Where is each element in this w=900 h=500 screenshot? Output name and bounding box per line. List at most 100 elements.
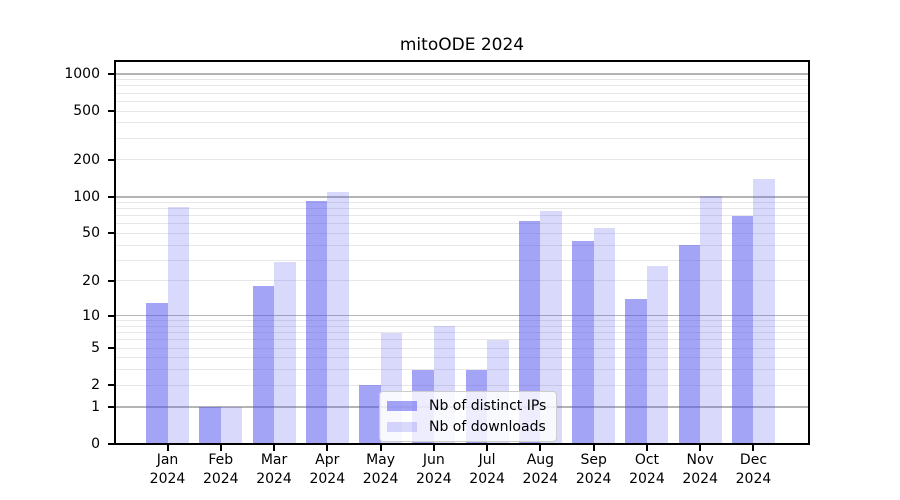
minor-gridline — [114, 137, 810, 139]
minor-gridline — [114, 280, 810, 282]
x-tick-mark — [699, 445, 702, 451]
top-spine — [114, 60, 810, 62]
x-tick-label-feb: Feb 2024 — [202, 452, 239, 487]
x-tick-label-oct: Oct 2024 — [629, 452, 665, 487]
y-tick-label: 100 — [73, 188, 100, 205]
x-tick-label-nov: Nov 2024 — [682, 452, 718, 487]
x-tick-mark — [539, 445, 542, 451]
bar-mar-downloads — [274, 261, 296, 443]
y-tick-mark — [108, 158, 114, 161]
bar-dec-downloads — [753, 178, 775, 443]
minor-gridline — [114, 259, 810, 261]
major-gridline — [114, 196, 810, 198]
x-tick-label-dec: Dec 2024 — [735, 452, 772, 487]
bar-nov-downloads — [700, 196, 722, 443]
y-tick-label: 1000 — [64, 65, 100, 82]
bar-mar-ips — [252, 286, 275, 443]
y-tick-mark — [108, 443, 114, 445]
y-tick-mark — [108, 384, 114, 387]
y-tick-label: 10 — [82, 307, 100, 324]
legend-label: Nb of downloads — [429, 419, 546, 435]
bar-jan-ips — [146, 302, 168, 443]
x-tick-label-may: May 2024 — [362, 452, 399, 487]
x-tick-label-jul: Jul 2024 — [469, 452, 505, 487]
minor-gridline — [114, 357, 810, 359]
bar-may-ips — [359, 385, 381, 443]
y-tick-mark — [108, 314, 114, 317]
y-tick-label: 1 — [91, 398, 100, 415]
minor-gridline — [114, 201, 810, 203]
bar-jan-downloads — [167, 207, 189, 443]
minor-gridline — [114, 244, 810, 246]
x-tick-label-aug: Aug 2024 — [522, 452, 559, 487]
minor-gridline — [114, 92, 810, 94]
y-tick-mark — [108, 195, 114, 198]
minor-gridline — [114, 320, 810, 322]
y-tick-mark — [108, 347, 114, 350]
y-tick-label: 0 — [91, 436, 100, 452]
y-tick-label: 50 — [82, 225, 100, 242]
x-tick-label-apr: Apr 2024 — [309, 452, 346, 487]
x-tick-mark — [432, 445, 435, 451]
bar-nov-ips — [678, 245, 701, 443]
legend: Nb of distinct IPs Nb of downloads — [379, 391, 558, 442]
minor-gridline — [114, 100, 810, 102]
x-tick-label-sep: Sep 2024 — [575, 452, 612, 487]
y-tick-label: 2 — [91, 377, 100, 394]
y-axis-spine — [114, 60, 116, 445]
x-tick-mark — [486, 445, 489, 451]
minor-gridline — [114, 369, 810, 371]
minor-gridline — [114, 223, 810, 225]
bar-oct-downloads — [646, 265, 669, 443]
y-tick-mark — [108, 72, 114, 75]
minor-gridline — [114, 232, 810, 234]
y-tick-mark — [108, 232, 114, 235]
x-tick-mark — [326, 445, 329, 451]
major-gridline — [114, 314, 810, 317]
x-tick-mark — [645, 445, 648, 451]
minor-gridline — [114, 339, 810, 341]
minor-gridline — [114, 215, 810, 217]
minor-gridline — [114, 347, 810, 349]
legend-item-distinct-ips: Nb of distinct IPs — [387, 398, 546, 414]
x-tick-mark — [592, 445, 595, 451]
y-tick-mark — [108, 279, 114, 282]
legend-label: Nb of distinct IPs — [429, 398, 547, 414]
bar-sep-downloads — [593, 228, 616, 443]
major-gridline — [114, 73, 810, 75]
bar-aug-ips — [518, 221, 541, 443]
x-tick-mark — [219, 445, 222, 451]
bar-apr-ips — [305, 200, 328, 443]
bar-feb-ips — [199, 406, 221, 443]
minor-gridline — [114, 384, 810, 386]
x-tick-label-jan: Jan 2024 — [149, 452, 186, 487]
minor-gridline — [114, 208, 810, 210]
chart-title: mitoODE 2024 — [399, 35, 525, 55]
legend-item-downloads: Nb of downloads — [387, 419, 546, 435]
right-spine — [808, 60, 810, 445]
minor-gridline — [114, 332, 810, 334]
x-tick-mark — [273, 445, 276, 451]
x-tick-mark — [379, 445, 382, 451]
minor-gridline — [114, 122, 810, 124]
legend-swatch-distinct-ips — [387, 401, 417, 411]
y-tick-label: 500 — [73, 103, 100, 120]
bar-sep-ips — [572, 241, 594, 443]
y-tick-mark — [108, 405, 114, 408]
x-tick-mark — [166, 445, 169, 451]
x-tick-label-mar: Mar 2024 — [256, 452, 292, 487]
minor-gridline — [114, 110, 810, 112]
bar-dec-ips — [731, 215, 754, 443]
y-tick-label: 200 — [73, 151, 100, 168]
legend-swatch-downloads — [387, 422, 417, 432]
minor-gridline — [114, 85, 810, 87]
y-tick-label: 5 — [91, 340, 100, 357]
y-tick-label: 20 — [82, 272, 100, 289]
y-tick-mark — [108, 110, 114, 113]
x-tick-label-jun: Jun 2024 — [416, 452, 452, 487]
minor-gridline — [114, 159, 810, 161]
bar-aug-downloads — [540, 210, 562, 443]
minor-gridline — [114, 79, 810, 81]
bar-oct-ips — [625, 298, 647, 443]
